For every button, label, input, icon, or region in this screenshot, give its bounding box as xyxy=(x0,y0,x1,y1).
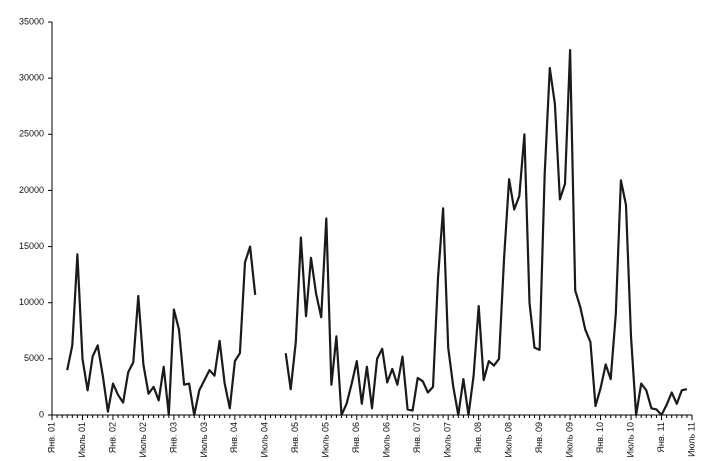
x-tick-label: Янв. 03 xyxy=(168,422,178,453)
x-tick-label: Янв. 05 xyxy=(290,422,300,453)
x-tick-label: Июль 07 xyxy=(443,422,453,457)
x-tick-label: Янв. 04 xyxy=(229,422,239,453)
x-tick-label: Янв. 08 xyxy=(473,422,483,453)
y-tick-label: 30000 xyxy=(19,73,44,83)
y-tick-label: 0 xyxy=(39,409,44,419)
x-tick-label: Июль 03 xyxy=(199,422,209,457)
x-tick-label: Июль 08 xyxy=(504,422,514,457)
y-tick-label: 35000 xyxy=(19,16,44,26)
x-tick-label: Янв. 07 xyxy=(412,422,422,453)
x-tick-label: Янв. 01 xyxy=(46,422,56,453)
y-tick-label: 25000 xyxy=(19,129,44,139)
x-tick-label: Янв. 02 xyxy=(107,422,117,453)
x-tick-label: Июль 02 xyxy=(138,422,148,457)
y-tick-label: 20000 xyxy=(19,185,44,195)
line-series xyxy=(66,49,688,417)
x-tick-label: Янв. 11 xyxy=(656,422,666,453)
y-tick-label: 10000 xyxy=(19,297,44,307)
x-tick-label: Июль 05 xyxy=(321,422,331,457)
x-tick-label: Июль 11 xyxy=(686,422,696,457)
x-tick-label: Янв. 09 xyxy=(534,422,544,453)
y-tick-label: 15000 xyxy=(19,241,44,251)
x-tick-label: Янв. 10 xyxy=(595,422,605,453)
x-tick-label: Июль 09 xyxy=(564,422,574,457)
x-tick-label: Июль 04 xyxy=(260,422,270,457)
x-tick-label: Июль 10 xyxy=(625,422,635,457)
x-tick-label: Июль 01 xyxy=(77,422,87,457)
x-tick-label: Янв. 06 xyxy=(351,422,361,453)
y-tick-label: 5000 xyxy=(24,353,44,363)
x-tick-label: Июль 06 xyxy=(382,422,392,457)
